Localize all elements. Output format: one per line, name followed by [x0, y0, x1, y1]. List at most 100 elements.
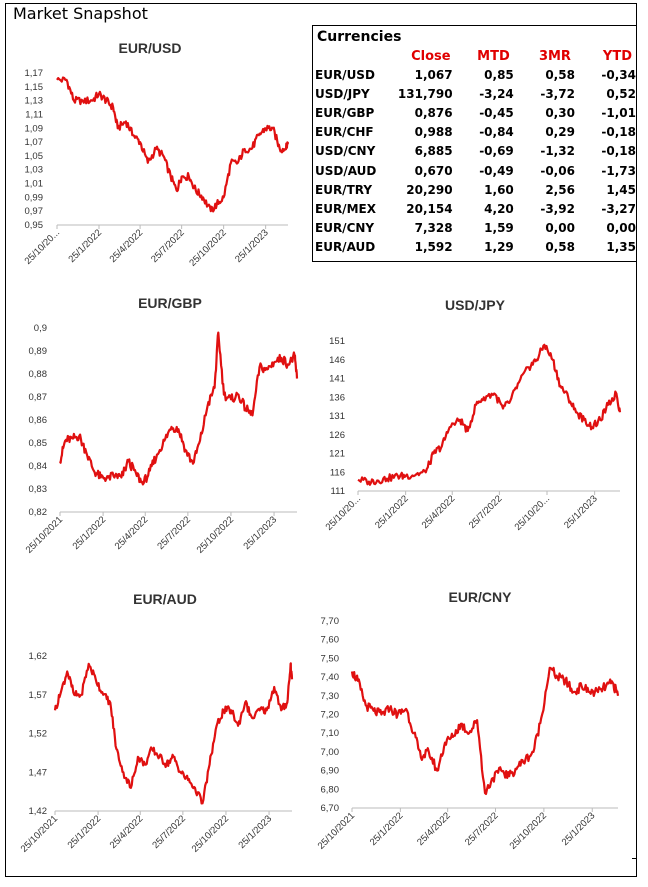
y-tick-label: 1,11: [25, 109, 43, 120]
mtd-cell: 0,85: [484, 67, 514, 82]
pair-cell: EUR/CHF: [315, 125, 374, 140]
eurgbp-title: EUR/GBP: [138, 295, 202, 311]
y-tick-label: 1,57: [29, 690, 48, 701]
y-tick-label: 7,30: [321, 691, 340, 702]
y-tick-label: 1,05: [25, 151, 44, 162]
header-mtd: MTD: [477, 49, 510, 64]
y-tick-label: 0,99: [25, 192, 44, 203]
y-tick-label: 0,97: [25, 206, 44, 217]
header-pair: [315, 48, 386, 65]
x-tick-label: 25/4/2022: [415, 810, 453, 848]
x-tick-label: 25/10/2021: [316, 810, 357, 851]
header-ytd: YTD: [602, 49, 632, 64]
y-tick-label: 116: [330, 467, 345, 478]
close-cell: 0,876: [414, 105, 453, 120]
currencies-table-title: Currencies: [317, 29, 402, 45]
ytd-cell: -0,34: [601, 67, 636, 82]
y-tick-label: 111: [331, 486, 345, 497]
table-row: USD/CNY 6,885 -0,69 -1,32 -0,18: [315, 142, 636, 161]
close-cell: 1,067: [414, 67, 453, 82]
y-tick-label: 0,95: [25, 220, 44, 231]
y-tick-label: 146: [329, 355, 345, 366]
3mr-cell: 0,58: [545, 240, 575, 255]
y-tick-label: 7,20: [321, 710, 340, 721]
close-cell: 131,790: [397, 86, 453, 101]
y-tick-label: 1,09: [25, 123, 44, 134]
ytd-cell: -1,73: [601, 163, 636, 178]
3mr-cell: 0,30: [545, 105, 575, 120]
eurcny-title: EUR/CNY: [448, 589, 512, 605]
3mr-cell: 0,58: [545, 67, 575, 82]
usdjpy-series-line: [357, 343, 622, 486]
mtd-cell: -0,84: [479, 125, 514, 140]
y-tick-label: 0,89: [29, 346, 48, 357]
y-tick-label: 1,52: [29, 729, 48, 740]
snapshot-frame: [5, 3, 637, 877]
table-row: EUR/AUD 1,592 1,29 0,58 1,35: [315, 238, 636, 257]
table-row: EUR/GBP 0,876 -0,45 0,30 -1,01: [315, 103, 636, 122]
y-tick-label: 1,62: [29, 651, 48, 662]
pair-cell: EUR/CNY: [315, 221, 375, 236]
x-tick-label: 25/1/2023: [560, 810, 598, 848]
euraud-series-line: [53, 662, 294, 805]
close-cell: 20,154: [406, 201, 453, 216]
ytd-cell: 1,45: [606, 182, 636, 197]
pair-cell: USD/JPY: [315, 86, 370, 101]
x-tick-label: 25/1/2022: [368, 810, 406, 848]
y-tick-label: 0,87: [29, 392, 48, 403]
y-tick-label: 0,84: [29, 461, 48, 472]
y-tick-label: 0,85: [29, 438, 48, 449]
table-row: EUR/MEX 20,154 4,20 -3,92 -3,27: [315, 199, 636, 218]
pair-cell: EUR/AUD: [315, 240, 376, 255]
y-tick-label: 131: [329, 411, 345, 422]
y-tick-label: 7,70: [321, 616, 340, 627]
y-tick-label: 7,10: [321, 728, 340, 739]
y-tick-label: 1,13: [25, 96, 44, 107]
y-tick-label: 6,70: [321, 803, 340, 814]
y-tick-label: 7,40: [321, 672, 340, 683]
pair-cell: EUR/GBP: [315, 105, 375, 120]
mtd-cell: -0,49: [479, 163, 514, 178]
mtd-cell: 1,60: [484, 182, 514, 197]
3mr-cell: -3,72: [540, 86, 575, 101]
mtd-cell: 1,59: [484, 221, 514, 236]
ytd-cell: 0,00: [606, 221, 636, 236]
page-title: Market Snapshot: [13, 4, 148, 23]
close-cell: 20,290: [406, 182, 453, 197]
mtd-cell: -0,69: [479, 144, 514, 159]
y-tick-label: 0,82: [29, 507, 48, 518]
y-tick-label: 141: [329, 374, 345, 385]
3mr-cell: 0,29: [545, 125, 575, 140]
y-tick-label: 136: [329, 392, 345, 403]
3mr-cell: -0,06: [540, 163, 575, 178]
close-cell: 1,592: [414, 240, 453, 255]
y-tick-label: 1,07: [25, 137, 44, 148]
y-tick-label: 7,50: [321, 653, 340, 664]
mtd-cell: 4,20: [484, 201, 514, 216]
ytd-cell: 1,35: [606, 240, 636, 255]
x-tick-label: 25/7/2022: [463, 810, 501, 848]
y-tick-label: 151: [329, 336, 345, 347]
x-tick-label: 25/10/2022: [508, 810, 549, 851]
currencies-grid: Close MTD 3MR YTD EUR/USD 1,067 0,85 0,58 -0…: [315, 48, 636, 257]
eurgbp-series-line: [59, 331, 299, 486]
ytd-cell: -1,01: [601, 105, 636, 120]
y-tick-label: 1,15: [25, 82, 44, 93]
edge-mark: [632, 858, 637, 859]
y-tick-label: 7,00: [321, 747, 340, 758]
y-tick-label: 0,88: [29, 369, 48, 380]
y-tick-label: 0,83: [29, 484, 48, 495]
mtd-cell: 1,29: [484, 240, 514, 255]
3mr-cell: 0,00: [545, 221, 575, 236]
euraud-title: EUR/AUD: [133, 591, 197, 607]
pair-cell: USD/AUD: [315, 163, 377, 178]
table-row: EUR/CNY 7,328 1,59 0,00 0,00: [315, 219, 636, 238]
ytd-cell: 0,52: [606, 86, 636, 101]
ytd-cell: -0,18: [601, 125, 636, 140]
close-cell: 0,988: [414, 125, 453, 140]
y-tick-label: 121: [329, 449, 345, 460]
table-header-row: Close MTD 3MR YTD: [315, 48, 636, 65]
